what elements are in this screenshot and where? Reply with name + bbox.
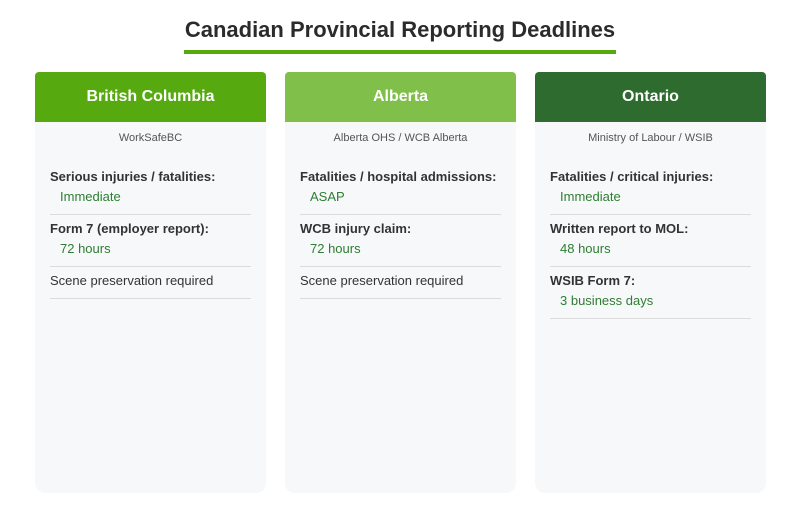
card-ontario: Ontario Ministry of Labour / WSIB Fatali…: [535, 72, 766, 493]
item-label: Written report to MOL:: [550, 221, 689, 236]
list-item: WCB injury claim: 72 hours: [300, 215, 501, 267]
item-label: WSIB Form 7:: [550, 273, 636, 288]
deadline-list: Fatalities / critical injuries: Immediat…: [535, 154, 766, 319]
item-value: ASAP: [310, 189, 345, 204]
card-header: Ontario: [535, 72, 766, 122]
item-label: Fatalities / critical injuries:: [550, 169, 714, 184]
list-item: Written report to MOL: 48 hours: [550, 215, 751, 267]
card-header: British Columbia: [35, 72, 266, 122]
card-alberta: Alberta Alberta OHS / WCB Alberta Fatali…: [285, 72, 516, 493]
card-header: Alberta: [285, 72, 516, 122]
item-label: Fatalities / hospital admissions:: [300, 169, 497, 184]
deadline-list: Serious injuries / fatalities: Immediate…: [35, 154, 266, 299]
item-label: Serious injuries / fatalities:: [50, 169, 216, 184]
list-item: Serious injuries / fatalities: Immediate: [50, 164, 251, 215]
item-label: Form 7 (employer report):: [50, 221, 209, 236]
page-title: Canadian Provincial Reporting Deadlines: [183, 16, 617, 54]
item-value: 48 hours: [560, 241, 611, 256]
list-item: Scene preservation required: [300, 267, 501, 299]
list-item: Scene preservation required: [50, 267, 251, 299]
item-value: 3 business days: [560, 293, 654, 308]
list-item: Form 7 (employer report): 72 hours: [50, 215, 251, 267]
province-name: Alberta: [372, 88, 429, 105]
deadline-list: Fatalities / hospital admissions: ASAP W…: [285, 154, 516, 299]
item-label: Scene preservation required: [300, 273, 464, 288]
item-value: Immediate: [60, 189, 121, 204]
province-name: British Columbia: [86, 88, 215, 105]
province-cards: British Columbia WorkSafeBC Serious inju…: [35, 72, 766, 493]
agency-label: Ministry of Labour / WSIB: [588, 132, 713, 144]
agency-label: WorkSafeBC: [118, 132, 183, 144]
title-wrap: Canadian Provincial Reporting Deadlines: [0, 16, 800, 54]
card-british-columbia: British Columbia WorkSafeBC Serious inju…: [35, 72, 266, 493]
list-item: Fatalities / hospital admissions: ASAP: [300, 164, 501, 215]
list-item: WSIB Form 7: 3 business days: [550, 267, 751, 319]
agency-label: Alberta OHS / WCB Alberta: [333, 132, 468, 144]
item-label: Scene preservation required: [50, 273, 214, 288]
list-item: Fatalities / critical injuries: Immediat…: [550, 164, 751, 215]
item-value: Immediate: [560, 189, 621, 204]
item-value: 72 hours: [60, 241, 111, 256]
item-label: WCB injury claim:: [300, 221, 412, 236]
province-name: Ontario: [622, 88, 679, 105]
item-value: 72 hours: [310, 241, 361, 256]
